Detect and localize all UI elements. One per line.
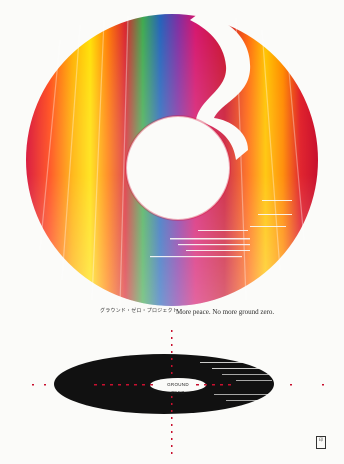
seal-stamp: 印	[316, 436, 326, 449]
crosshair	[32, 330, 324, 454]
crosshair-vertical	[171, 330, 173, 454]
seal-text: 印	[319, 437, 323, 442]
fine-print	[110, 318, 230, 323]
headline-japanese: グラウンド・ゼロ・プロジェクト	[100, 309, 179, 314]
disc-label: GROUND ZERO	[167, 382, 189, 395]
shadow-disc	[54, 354, 274, 414]
headline-english: More peace. No more ground zero.	[176, 308, 275, 316]
headline: グラウンド・ゼロ・プロジェクト More peace. No more grou…	[0, 306, 344, 318]
rainbow-disc	[26, 14, 318, 306]
crosshair-horizontal	[32, 384, 324, 386]
